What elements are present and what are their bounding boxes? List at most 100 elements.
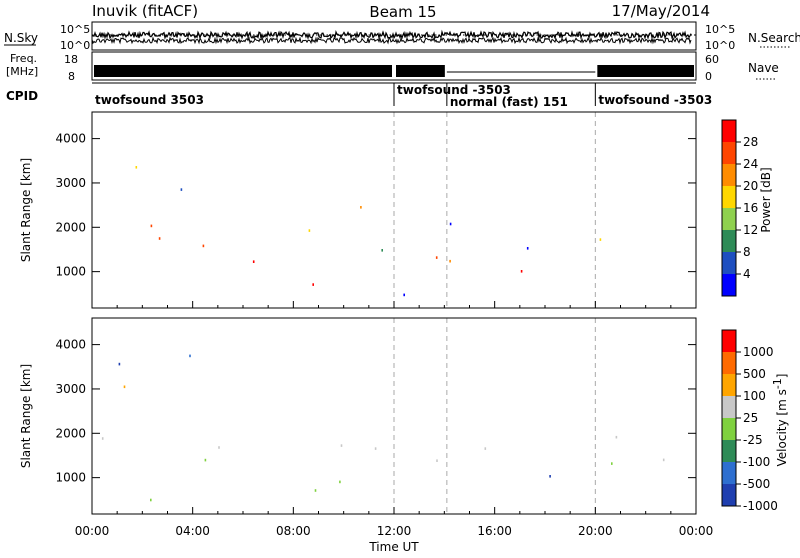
colorbar-swatch — [722, 462, 736, 484]
velocity-cpid-dividers — [393, 318, 596, 514]
scatter-cell — [611, 462, 613, 465]
scatter-cell — [549, 475, 551, 478]
x-tick-label: 08:00 — [276, 524, 311, 538]
scatter-cell — [449, 259, 451, 263]
colorbar-swatch — [722, 164, 736, 186]
velocity-scatter — [101, 354, 665, 502]
freq-block — [94, 65, 392, 77]
power-cpid-dividers — [393, 112, 596, 308]
freq-unit-label: [MHz] — [6, 65, 38, 78]
freq-block — [396, 65, 445, 77]
scatter-cell — [340, 444, 343, 447]
scatter-cell — [204, 458, 207, 462]
freq-block — [597, 65, 694, 77]
colorbar-tick-label: -500 — [743, 477, 770, 491]
scatter-cell — [118, 362, 121, 366]
nsearch-label: N.Search — [748, 31, 800, 45]
colorbar-tick-label: -100 — [743, 455, 770, 469]
y-tick-label: 3000 — [55, 382, 86, 396]
power-panel: 1000 2000 3000 4000 Slant Range [km] 28 24 20… — [19, 111, 773, 309]
nsearch-tick-low: 10^0 — [705, 39, 735, 52]
colorbar-tick-label: 28 — [743, 135, 758, 149]
colorbar-swatch — [722, 252, 736, 274]
colorbar-swatch — [722, 418, 736, 440]
scatter-cell — [436, 459, 438, 462]
scatter-cell — [123, 385, 126, 389]
scatter-cell — [339, 480, 341, 484]
power-ylabel: Slant Range [km] — [19, 158, 33, 262]
velocity-colorbar: 1000 500 100 25 -25 -100 -500 -1000 — [721, 329, 778, 513]
freq-tick-low: 8 — [68, 70, 75, 83]
nsky-tick-low: 10^0 — [60, 39, 90, 52]
cpid-label: CPID — [6, 89, 38, 103]
scatter-cell — [520, 270, 523, 273]
colorbar-swatch — [722, 396, 736, 418]
freq-label: Freq. — [10, 52, 37, 65]
cpid-segment-label: twofsound -3503 — [598, 93, 712, 107]
scatter-cell — [180, 188, 183, 191]
x-tick-label: 20:00 — [578, 524, 613, 538]
scatter-cell — [449, 222, 452, 226]
scatter-cell — [135, 166, 138, 169]
colorbar-tick-label: -1000 — [743, 499, 778, 513]
nave-label: Nave — [748, 61, 779, 75]
velocity-colorbar-label: Velocity [m s-1] — [771, 374, 789, 467]
scatter-cell — [101, 437, 104, 440]
colorbar-tick-label: 100 — [743, 389, 766, 403]
colorbar-swatch — [722, 440, 736, 462]
colorbar-swatch — [722, 142, 736, 164]
colorbar-swatch — [722, 352, 736, 374]
scatter-cell — [403, 293, 405, 297]
scatter-cell — [189, 354, 191, 358]
colorbar-tick-label: 16 — [743, 201, 758, 215]
nsky-line — [91, 29, 692, 41]
beam-title: Beam 15 — [369, 3, 436, 21]
cpid-segment-label: twofsound -3503 — [397, 83, 511, 97]
colorbar-swatch — [722, 186, 736, 208]
scatter-cell — [312, 283, 314, 286]
colorbar-tick-label: 25 — [743, 411, 758, 425]
scatter-cell — [435, 256, 438, 259]
colorbar-tick-label: 8 — [743, 245, 751, 259]
velocity-ylabel: Slant Range [km] — [19, 364, 33, 468]
freq-tick-high: 18 — [64, 53, 78, 66]
colorbar-tick-label: 4 — [743, 267, 751, 281]
nsky-trace — [91, 29, 696, 45]
velocity-panel: 1000 2000 3000 4000 00:00 04:00 08:00 12:00 16:… — [19, 317, 789, 554]
station-title: Inuvik (fitACF) — [92, 2, 198, 20]
colorbar-swatch — [722, 374, 736, 396]
x-tick-label: 00:00 — [75, 524, 110, 538]
y-tick-label: 4000 — [55, 132, 86, 146]
freq-trace — [94, 65, 694, 77]
power-scatter — [135, 166, 602, 297]
velocity-x-axis: 00:00 04:00 08:00 12:00 16:00 20:00 00:00 — [75, 507, 713, 538]
nsky-label: N.Sky — [4, 31, 38, 45]
power-y-axis: 1000 2000 3000 4000 — [55, 132, 696, 279]
colorbar-tick-label: 1000 — [743, 345, 774, 359]
x-tick-label: 16:00 — [477, 524, 512, 538]
cpid-segment-label: twofsound 3503 — [95, 93, 204, 107]
scatter-cell — [599, 238, 602, 241]
scatter-cell — [526, 247, 529, 250]
nsearch-tick-high: 10^5 — [705, 23, 735, 36]
nsky-tick-high: 10^5 — [60, 23, 90, 36]
power-colorbar-label: Power [dB] — [759, 167, 773, 232]
colorbar-tick-label: -25 — [743, 433, 763, 447]
x-tick-label: 04:00 — [175, 524, 210, 538]
y-tick-label: 2000 — [55, 220, 86, 234]
scatter-cell — [374, 447, 377, 450]
x-tick-label: 12:00 — [377, 524, 412, 538]
power-x-ticks — [91, 301, 697, 308]
scatter-cell — [150, 498, 152, 502]
colorbar-swatch — [722, 230, 736, 252]
scatter-cell — [308, 229, 311, 232]
colorbar-swatch — [722, 274, 736, 296]
scatter-cell — [252, 260, 255, 263]
scatter-cell — [218, 446, 220, 449]
scatter-cell — [381, 249, 383, 252]
scatter-cell — [150, 224, 153, 228]
scatter-cell — [158, 237, 161, 240]
cpid-segment-label: normal (fast) 151 — [450, 95, 568, 109]
